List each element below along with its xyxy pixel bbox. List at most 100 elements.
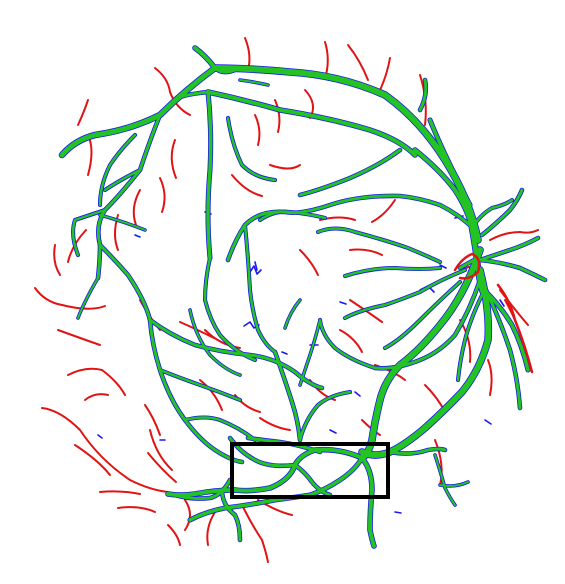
correct-vessel: [212, 65, 481, 243]
correct-vessel: [203, 256, 257, 362]
missed-vessel: [269, 164, 301, 170]
correct-vessel: [484, 288, 522, 410]
vessel-edge: [477, 257, 548, 283]
correct-vessel: [243, 223, 277, 354]
missed-vessel: [379, 57, 391, 91]
correct-vessel: [273, 350, 302, 442]
vessel-edge: [317, 317, 378, 371]
correct-vessel: [293, 463, 332, 497]
correct-vessel: [480, 188, 524, 237]
correct-vessel: [284, 299, 301, 329]
correct-vessel: [98, 243, 244, 464]
highlight-box: [230, 442, 390, 499]
correct-vessel: [482, 288, 530, 372]
missed-vessel: [487, 359, 493, 396]
correct-vessels-layer: [59, 46, 547, 548]
false-positive: [439, 264, 447, 269]
missed-vessel: [349, 248, 383, 256]
correct-vessel: [359, 247, 483, 461]
false-positive: [249, 265, 262, 275]
missed-vessel: [34, 287, 106, 310]
vessel-edge: [315, 226, 443, 265]
missed-vessel: [74, 444, 111, 476]
vessel-edge: [97, 242, 245, 465]
correct-vessel: [456, 293, 484, 382]
correct-vessel: [188, 498, 277, 522]
correct-vessel: [158, 368, 242, 402]
missed-vessel: [299, 249, 319, 276]
optic-disc-vessel: [496, 283, 534, 374]
false-positive: [97, 434, 103, 439]
missed-vessel: [84, 393, 109, 401]
missed-vessel: [41, 407, 169, 493]
false-positive: [484, 419, 492, 425]
missed-vessel: [259, 417, 291, 431]
correct-vessel: [343, 266, 442, 278]
vessel-edge: [58, 64, 219, 159]
missed-vessel: [53, 244, 61, 276]
correct-vessel: [213, 66, 237, 74]
missed-vessel: [149, 429, 173, 471]
optic-disc-region: [453, 252, 534, 374]
correct-vessel: [239, 79, 269, 86]
missed-vessel: [324, 41, 329, 76]
false-positive: [339, 301, 347, 305]
missed-vessel: [184, 499, 191, 531]
correct-vessel: [298, 390, 352, 442]
correct-vessel: [478, 236, 540, 262]
correct-vessel: [173, 478, 232, 501]
correct-vessel: [103, 168, 142, 192]
missed-vessel: [274, 99, 281, 133]
missed-vessel: [254, 114, 261, 146]
missed-vessel: [159, 177, 166, 213]
missed-vessel: [231, 174, 263, 197]
missed-vessel: [169, 91, 191, 116]
missed-vessel: [99, 490, 141, 495]
correct-vessel: [183, 416, 257, 442]
correct-vessel: [413, 148, 474, 230]
correct-vessel: [383, 280, 462, 350]
correct-vessel: [193, 46, 217, 70]
correct-vessel: [206, 90, 213, 260]
false-positive: [134, 234, 141, 238]
correct-vessel: [299, 319, 321, 386]
missed-vessel: [57, 329, 101, 346]
missed-vessel: [67, 367, 126, 396]
correct-vessel: [298, 148, 402, 197]
correct-vessel: [258, 210, 327, 222]
missed-vessel: [167, 524, 181, 546]
correct-vessel: [318, 318, 377, 370]
false-positive: [499, 299, 505, 307]
correct-vessel: [316, 227, 442, 264]
missed-vessel: [489, 229, 539, 241]
false-positive: [394, 511, 402, 514]
correct-vessel: [99, 214, 146, 231]
false-positive: [354, 391, 361, 397]
missed-vessel: [170, 139, 177, 179]
missed-vessel: [144, 404, 161, 436]
correct-vessel: [470, 198, 514, 230]
correct-vessel: [226, 116, 277, 182]
missed-vessel: [434, 439, 443, 486]
missed-vessel: [339, 329, 363, 353]
false-positive: [254, 261, 258, 271]
missed-vessel: [117, 506, 156, 513]
correct-vessel: [71, 208, 107, 257]
false-positive: [281, 351, 288, 355]
missed-vessel: [77, 99, 89, 126]
missed-vessel: [371, 199, 396, 223]
missed-vessel: [204, 329, 241, 349]
missed-vessel: [349, 299, 383, 323]
missed-vessel: [132, 189, 141, 226]
correct-vessel: [148, 318, 324, 390]
correct-vessel: [360, 456, 376, 548]
correct-vessel: [173, 90, 210, 102]
vessel-edge: [188, 308, 242, 377]
missed-vessel: [241, 504, 269, 563]
missed-vessel: [199, 379, 223, 411]
correct-vessel: [478, 258, 547, 282]
missed-vessel: [206, 511, 216, 546]
correct-vessel: [428, 118, 472, 207]
